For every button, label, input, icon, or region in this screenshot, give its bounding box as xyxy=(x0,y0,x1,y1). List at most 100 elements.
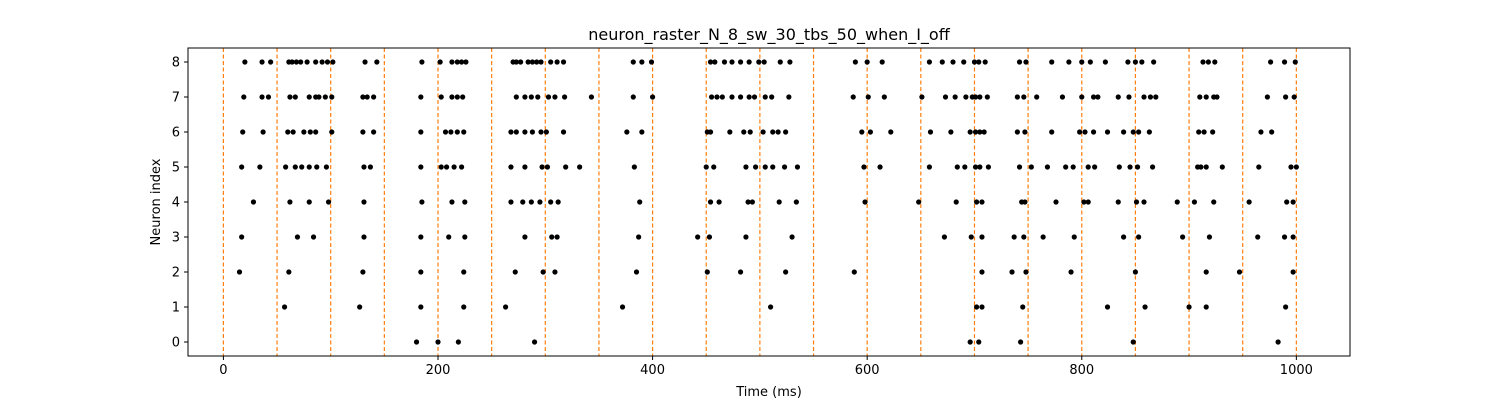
spike-marker xyxy=(437,59,443,65)
spike-marker xyxy=(794,164,801,170)
spike-marker xyxy=(361,199,367,205)
spike-marker xyxy=(286,269,292,275)
spike-marker xyxy=(1203,269,1209,275)
spike-marker xyxy=(879,59,885,65)
spike-marker xyxy=(775,129,781,135)
y-axis-ticks: 0 1 2 3 4 5 6 7 8 xyxy=(172,56,188,351)
spike-marker xyxy=(776,199,782,205)
spike-marker xyxy=(648,59,655,65)
spike-marker xyxy=(888,129,894,135)
spike-marker xyxy=(1022,129,1028,135)
spike-marker xyxy=(418,94,424,100)
spike-marker xyxy=(1142,304,1148,310)
spike-marker xyxy=(1028,164,1034,170)
spike-marker xyxy=(770,129,776,135)
x-axis-ticks: 0 200 400 600 800 1000 xyxy=(219,356,1313,378)
spike-marker xyxy=(864,59,870,65)
spike-marker xyxy=(1115,199,1121,205)
spike-marker xyxy=(762,94,768,100)
y-tick-label: 3 xyxy=(172,231,180,246)
spike-marker xyxy=(861,164,867,170)
spike-marker xyxy=(762,164,768,170)
spike-marker xyxy=(1275,339,1281,345)
spike-marker xyxy=(974,199,980,205)
spike-marker xyxy=(707,59,714,65)
spike-marker xyxy=(513,129,519,135)
spike-marker xyxy=(979,269,985,275)
spike-marker xyxy=(719,94,725,100)
spike-marker xyxy=(435,339,441,345)
spike-marker xyxy=(968,234,974,240)
spike-marker xyxy=(976,339,982,345)
spike-marker xyxy=(737,94,744,100)
spike-marker xyxy=(1127,164,1133,170)
spike-marker xyxy=(1219,164,1225,170)
spike-marker xyxy=(1281,234,1288,240)
spike-marker xyxy=(525,59,531,65)
spike-marker xyxy=(540,269,546,275)
spike-marker xyxy=(979,199,985,205)
spike-marker xyxy=(743,164,749,170)
spike-marker xyxy=(979,304,985,310)
spike-marker xyxy=(538,59,544,65)
spike-marker xyxy=(1068,269,1074,275)
spike-marker xyxy=(741,129,747,135)
spike-marker xyxy=(971,59,978,65)
spike-marker xyxy=(1283,94,1289,100)
spike-marker xyxy=(850,94,856,100)
spike-marker xyxy=(539,164,545,170)
spike-marker xyxy=(1009,269,1015,275)
spike-marker xyxy=(438,164,444,170)
spike-marker xyxy=(619,304,626,310)
spike-marker xyxy=(1053,199,1059,205)
spike-marker xyxy=(374,59,380,65)
spike-marker xyxy=(418,164,424,170)
spike-marker xyxy=(554,234,560,240)
spike-marker xyxy=(528,199,534,205)
spike-marker xyxy=(926,164,933,170)
spike-marker xyxy=(529,129,536,135)
spike-marker xyxy=(1063,164,1069,170)
spike-marker xyxy=(972,129,979,135)
spike-marker xyxy=(1136,129,1142,135)
spike-marker xyxy=(1210,129,1216,135)
spike-marker xyxy=(413,339,420,345)
spike-marker xyxy=(306,94,312,100)
spike-marker xyxy=(1070,164,1076,170)
spike-marker xyxy=(770,164,776,170)
spike-marker xyxy=(236,269,243,275)
spike-marker xyxy=(313,59,319,65)
spike-marker xyxy=(294,234,301,240)
spike-marker xyxy=(301,129,307,135)
spike-marker xyxy=(531,339,538,345)
spike-marker xyxy=(419,59,425,65)
spike-marker xyxy=(852,59,858,65)
spike-marker xyxy=(362,59,368,65)
spike-marker xyxy=(1044,164,1051,170)
spike-marker xyxy=(1021,94,1027,100)
spike-marker xyxy=(711,164,717,170)
spike-marker xyxy=(1203,304,1209,310)
spike-marker xyxy=(1141,94,1147,100)
spike-marker xyxy=(727,129,733,135)
spike-marker xyxy=(1090,129,1097,135)
spike-marker xyxy=(1151,59,1157,65)
spike-marker xyxy=(1090,94,1097,100)
spike-marker xyxy=(1016,164,1023,170)
spike-marker xyxy=(761,59,767,65)
spike-marker xyxy=(985,164,992,170)
spike-marker xyxy=(314,164,320,170)
spike-marker xyxy=(743,234,749,240)
spike-marker xyxy=(299,164,305,170)
spike-marker xyxy=(1284,199,1290,205)
spike-marker xyxy=(1104,129,1111,135)
y-tick-label: 5 xyxy=(172,161,180,176)
spike-marker xyxy=(1147,94,1154,100)
spike-marker xyxy=(1139,59,1145,65)
spike-marker xyxy=(649,94,656,100)
spike-marker xyxy=(1136,234,1142,240)
spike-marker xyxy=(367,164,374,170)
spike-marker xyxy=(1023,59,1029,65)
spike-marker xyxy=(789,234,795,240)
